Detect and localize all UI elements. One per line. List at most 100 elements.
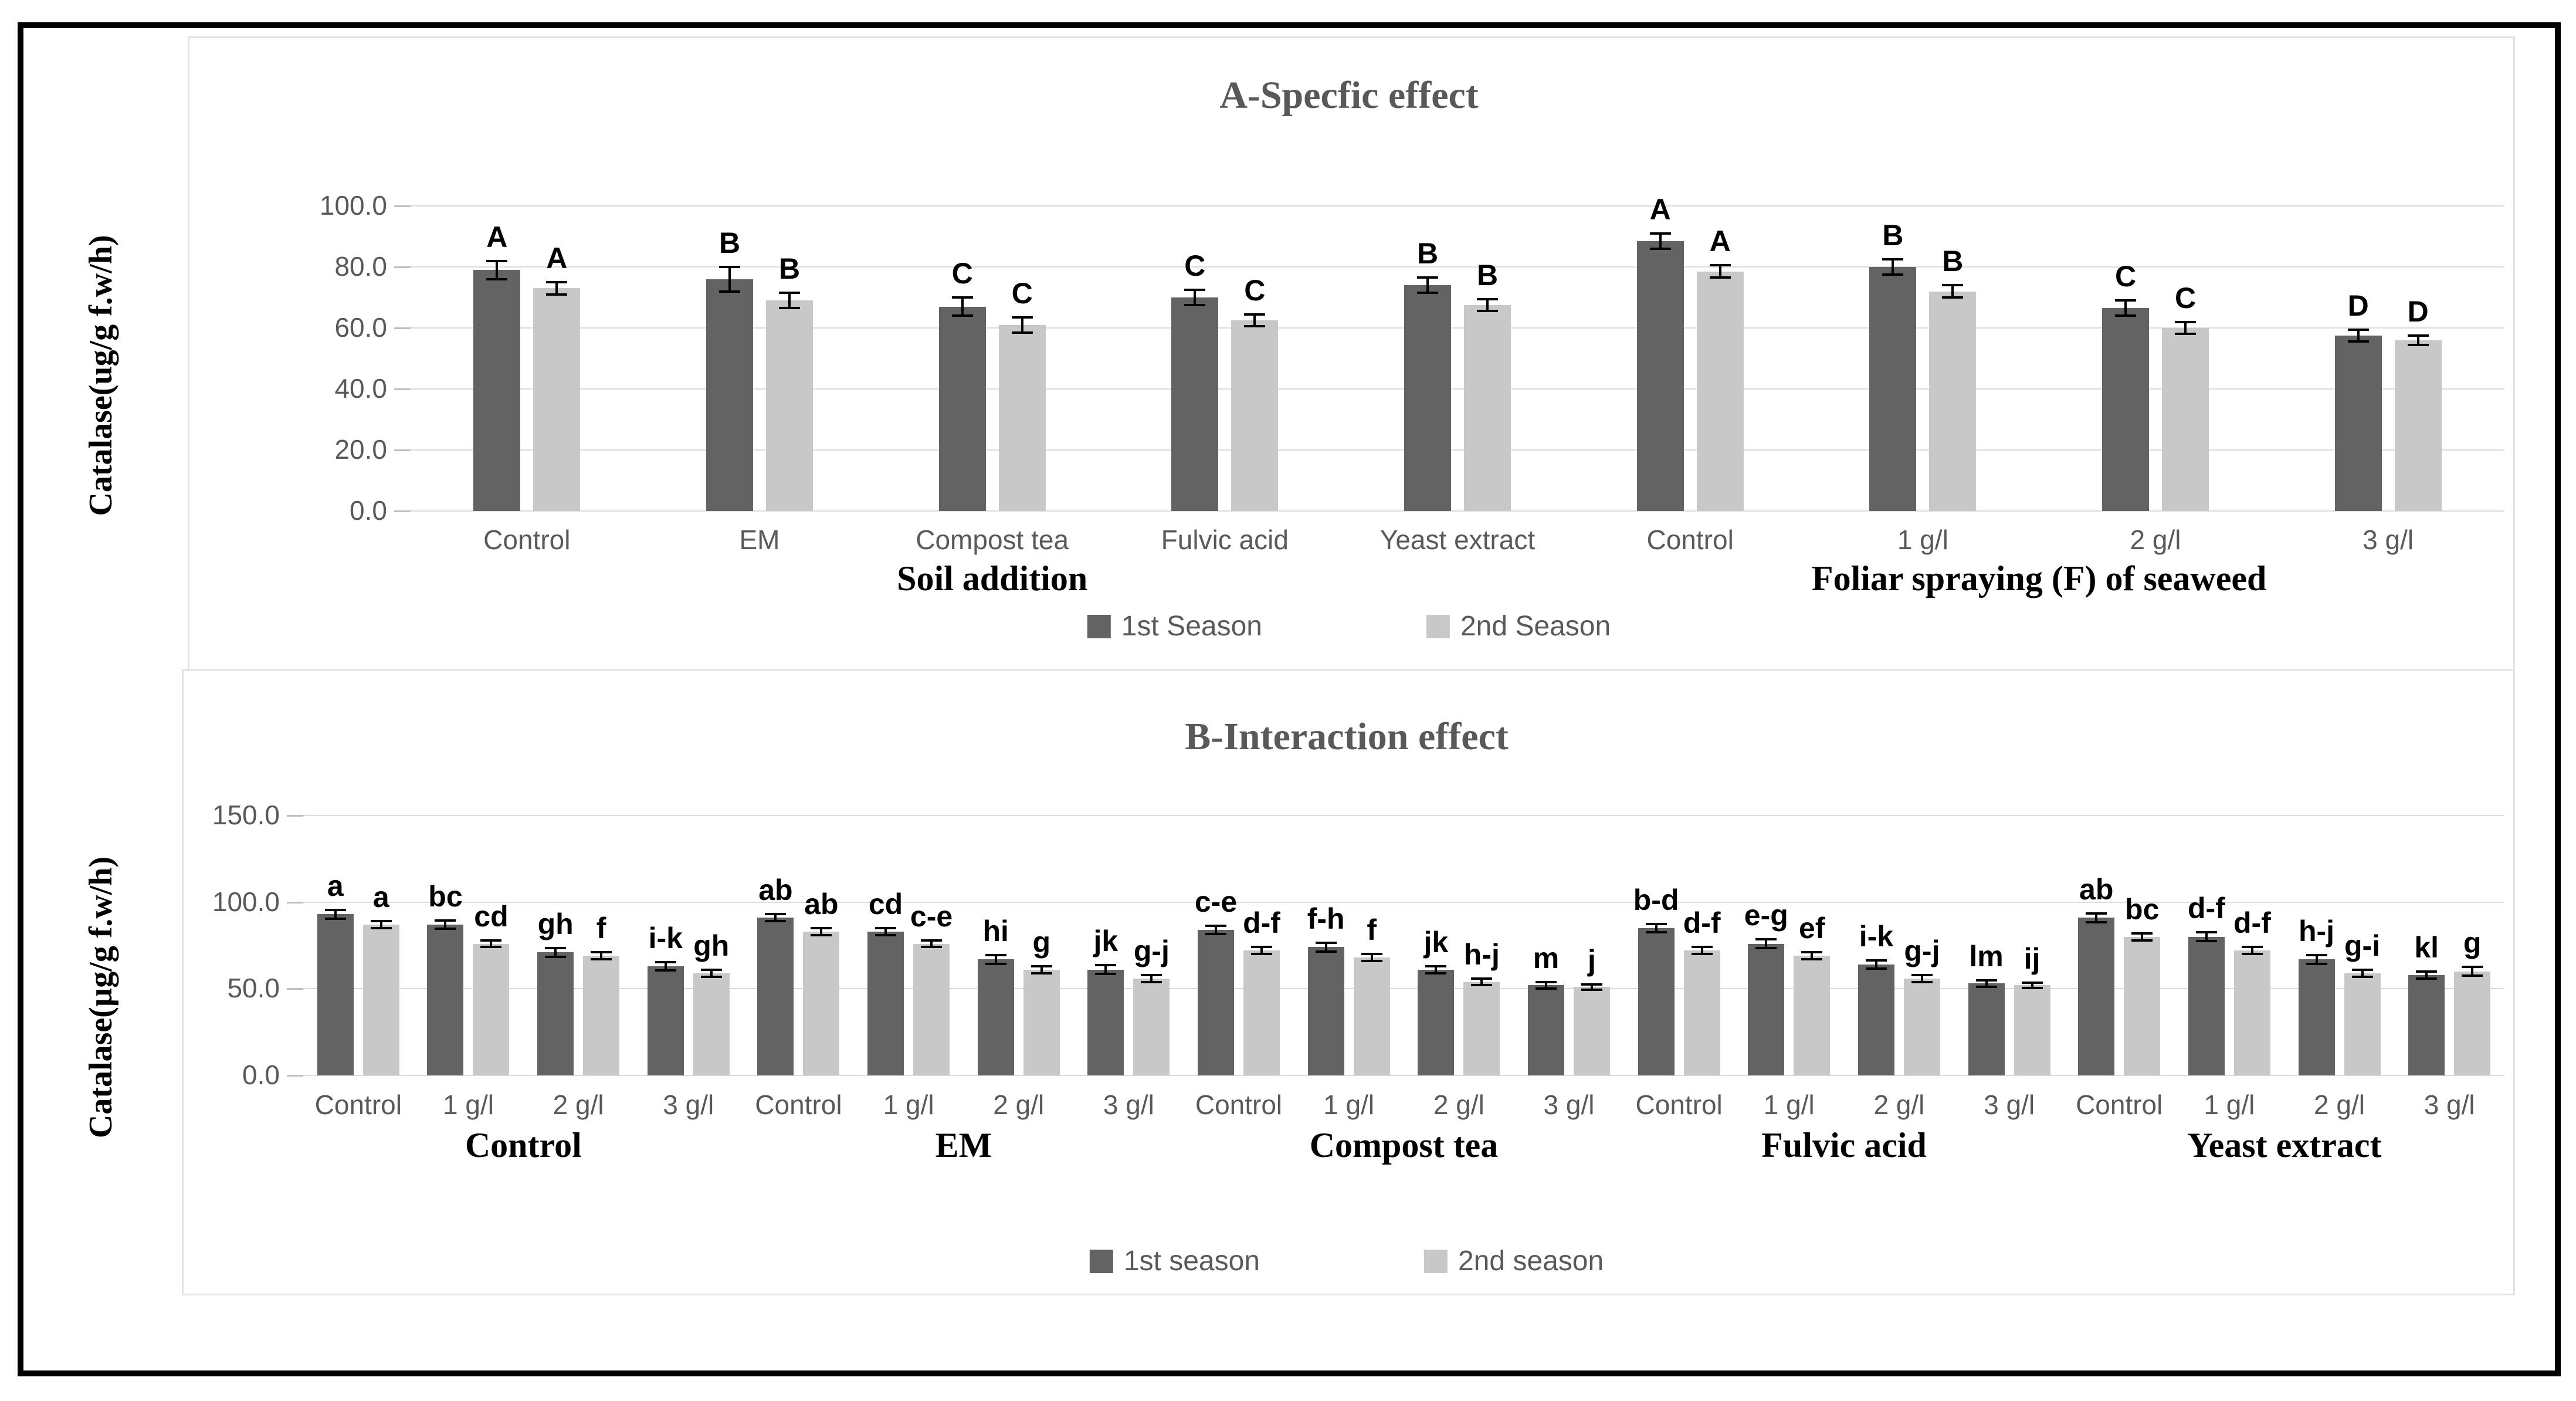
significance-letter: m [1533, 941, 1560, 974]
significance-letter: C [1244, 273, 1266, 307]
error-bar-cap-top [1865, 959, 1887, 962]
bar-2nd-season [1573, 987, 1610, 1075]
y-axis-tick [394, 327, 411, 329]
error-bar-cap-top [1691, 946, 1713, 949]
error-bar-cap-bottom [1535, 987, 1557, 990]
bar-2nd-season [2454, 971, 2491, 1075]
chart-a-legend: 1st Season 2nd Season [1087, 610, 1611, 642]
legend-item-2nd-season: 2nd season [1423, 1245, 1604, 1277]
error-bar-cap-bottom [1865, 967, 1887, 970]
error-bar-line [2357, 329, 2360, 342]
error-bar-cap-bottom [655, 969, 676, 972]
error-bar-line [2315, 955, 2318, 964]
bar-1st-season [1858, 964, 1894, 1075]
significance-letter: f [1367, 913, 1377, 947]
error-bar-line [728, 267, 731, 292]
error-bar-line [774, 914, 777, 922]
significance-letter: c-e [910, 899, 953, 933]
error-bar-cap-bottom [2347, 340, 2369, 343]
significance-letter: D [2347, 289, 2369, 322]
category-group-label: Compost tea [1309, 1126, 1499, 1165]
significance-letter: B [1882, 219, 1904, 252]
error-bar-line [2471, 967, 2474, 976]
error-bar-cap-top [1535, 980, 1557, 983]
error-bar-cap-top [1205, 924, 1227, 927]
error-bar-cap-top [2086, 912, 2107, 915]
bar-1st-season [427, 925, 464, 1075]
legend-label-1st-season: 1st Season [1121, 611, 1262, 642]
error-bar-line [1194, 290, 1197, 305]
error-bar-line [2095, 913, 2098, 922]
y-axis-tick [394, 449, 411, 451]
error-bar-cap-bottom [1477, 310, 1498, 313]
bar-1st-season [1638, 928, 1675, 1075]
error-bar-cap-bottom [1975, 986, 1997, 989]
error-bar-line [2205, 932, 2208, 942]
gridline [303, 815, 2504, 816]
legend-swatch-1st-season [1087, 614, 1111, 638]
significance-letter: B [718, 226, 741, 259]
error-bar-cap-bottom [1471, 984, 1493, 987]
error-bar-cap-top [655, 960, 676, 963]
bar-1st-season [1636, 241, 1684, 511]
error-bar-line [2141, 933, 2144, 940]
bar-2nd-season [693, 973, 730, 1075]
chart-b-legend: 1st season 2nd season [1089, 1245, 1604, 1277]
x-tick-label: 2 g/l [2130, 524, 2181, 555]
error-bar-cap-bottom [1581, 988, 1602, 991]
significance-letter: B [1476, 258, 1499, 292]
bar-1st-season [1968, 983, 2005, 1075]
error-bar-line [2031, 982, 2033, 988]
bar-2nd-season [533, 288, 581, 511]
bar-2nd-season [1353, 957, 1390, 1075]
error-bar-line [710, 969, 713, 977]
y-axis-tick [394, 510, 411, 512]
legend-label-2nd-season: 2nd Season [1460, 611, 1611, 642]
significance-letter: i-k [1859, 919, 1894, 953]
bar-1st-season [867, 931, 904, 1075]
chart-a-title: A-Specfic effect [1219, 74, 1479, 117]
error-bar-line [334, 909, 337, 919]
x-tick-label: 2 g/l [993, 1089, 1045, 1120]
error-bar-cap-bottom [546, 293, 568, 296]
x-tick-label: 1 g/l [883, 1089, 934, 1120]
error-bar-cap-bottom [779, 307, 800, 310]
error-bar-cap-top [1361, 953, 1382, 956]
error-bar-cap-bottom [1011, 331, 1033, 334]
error-bar-cap-top [1031, 965, 1052, 967]
gridline [411, 266, 2504, 268]
bar-2nd-season [1929, 291, 1977, 511]
error-bar-line [554, 947, 557, 957]
x-tick-label: Control [1646, 524, 1734, 555]
error-bar-line [496, 260, 499, 279]
gridline [411, 510, 2504, 512]
error-bar-line [1480, 978, 1483, 986]
significance-letter: bc [2125, 892, 2160, 926]
error-bar-line [2184, 322, 2187, 334]
significance-letter: B [778, 252, 801, 286]
bar-1st-season [2408, 974, 2445, 1075]
error-bar-cap-bottom [2351, 975, 2373, 978]
error-bar-cap-top [2416, 970, 2438, 973]
x-tick-label: 2 g/l [2314, 1089, 2365, 1120]
error-bar-cap-bottom [985, 962, 1006, 965]
significance-letter: h-j [2298, 914, 2335, 947]
error-bar-cap-top [2021, 981, 2043, 984]
error-bar-line [1435, 966, 1438, 973]
error-bar-cap-bottom [370, 926, 392, 929]
error-bar-cap-top [921, 939, 943, 942]
significance-letter: g-i [2344, 929, 2381, 962]
bar-1st-season [1171, 297, 1219, 511]
error-bar-cap-top [1477, 297, 1498, 300]
error-bar-cap-bottom [1315, 950, 1337, 953]
x-tick-label: 3 g/l [1984, 1089, 2035, 1120]
bar-2nd-season [2014, 985, 2050, 1075]
significance-letter: jk [1093, 925, 1118, 958]
bar-2nd-season [362, 925, 399, 1075]
error-bar-line [788, 293, 791, 309]
bar-2nd-season [913, 943, 950, 1075]
significance-letter: ij [2023, 942, 2041, 975]
legend-item-1st-season: 1st season [1089, 1245, 1260, 1277]
error-bar-cap-top [545, 946, 567, 949]
y-tick-label: 150.0 [212, 800, 280, 830]
